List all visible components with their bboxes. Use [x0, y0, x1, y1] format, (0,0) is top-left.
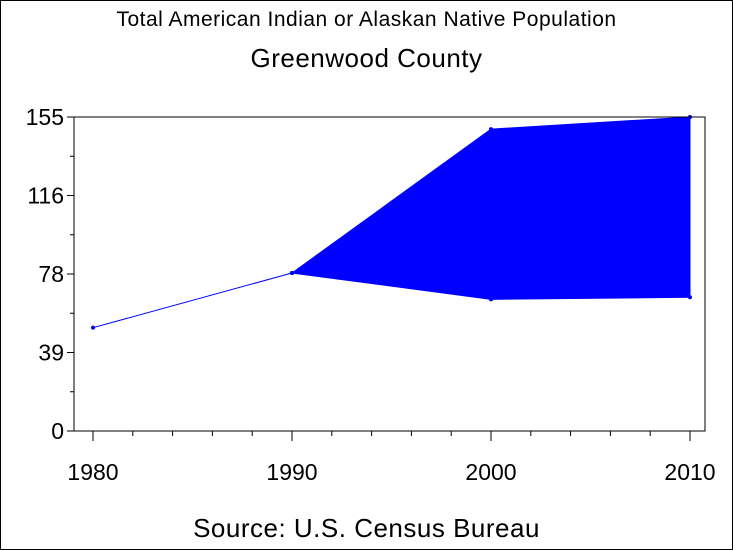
series-line [92, 272, 293, 329]
y-tick-label: 116 [27, 183, 64, 209]
x-tick-label: 1980 [67, 459, 118, 485]
y-tick-label: 0 [51, 418, 64, 444]
chart-title: Total American Indian or Alaskan Native … [116, 8, 617, 31]
data-point [489, 297, 493, 302]
source-note: Source: U.S. Census Bureau [193, 513, 540, 543]
x-tick-label: 2000 [465, 459, 516, 485]
area-band [290, 116, 691, 300]
y-tick-label: 39 [38, 340, 64, 366]
chart-subtitle: Greenwood County [250, 43, 483, 73]
y-tick-label: 155 [26, 104, 64, 130]
data-point [290, 270, 294, 275]
data-point [489, 127, 493, 132]
y-tick-label: 78 [38, 261, 64, 287]
data-point [91, 325, 95, 330]
x-tick-label: 1990 [266, 459, 317, 485]
x-tick-label: 2010 [664, 459, 715, 485]
data-point [688, 295, 692, 300]
